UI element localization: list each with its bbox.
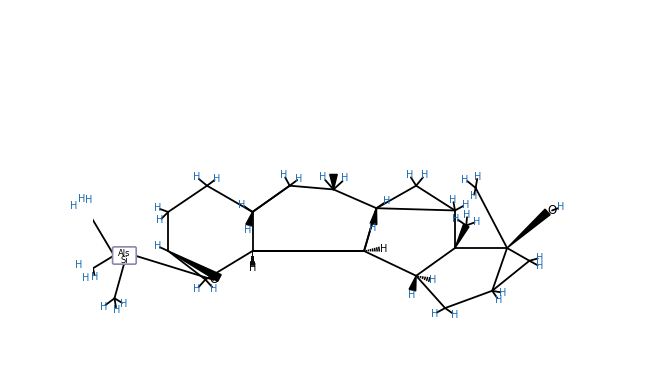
Text: H: H (462, 200, 469, 210)
Text: H: H (431, 309, 438, 319)
Text: H: H (384, 197, 391, 206)
Text: H: H (420, 170, 428, 180)
Text: H: H (536, 261, 544, 271)
Text: H: H (319, 172, 326, 183)
Polygon shape (370, 208, 377, 225)
Text: H: H (238, 200, 245, 210)
Text: H: H (474, 172, 481, 182)
Text: H: H (154, 203, 161, 213)
Text: H: H (408, 289, 415, 300)
Text: H: H (495, 295, 503, 305)
Text: H: H (449, 195, 457, 205)
Text: H: H (451, 310, 458, 320)
Text: H: H (86, 195, 93, 205)
Text: H: H (369, 223, 376, 234)
Text: O: O (209, 273, 218, 286)
Text: H: H (75, 260, 82, 270)
Text: H: H (210, 284, 217, 294)
Text: Si: Si (120, 255, 128, 264)
Text: Als: Als (118, 249, 131, 258)
Text: H: H (452, 214, 459, 224)
Text: H: H (295, 174, 303, 184)
Text: H: H (99, 301, 107, 312)
Polygon shape (246, 212, 253, 226)
Text: H: H (499, 288, 507, 298)
Text: H: H (193, 284, 201, 294)
Text: H: H (536, 253, 544, 263)
Text: H: H (557, 202, 565, 213)
Text: H: H (406, 170, 413, 180)
Text: H: H (473, 217, 480, 227)
Text: H: H (380, 244, 388, 254)
Text: H: H (341, 173, 349, 183)
Text: H: H (82, 273, 89, 283)
Text: H: H (78, 194, 86, 204)
Text: H: H (470, 191, 478, 201)
Text: H: H (249, 263, 256, 273)
Text: H: H (154, 241, 161, 252)
Text: H: H (70, 201, 78, 211)
Text: H: H (463, 210, 470, 220)
Polygon shape (330, 174, 338, 190)
Text: H: H (193, 172, 200, 183)
Text: H: H (120, 299, 128, 309)
Polygon shape (507, 209, 550, 248)
Text: H: H (213, 174, 220, 184)
Text: H: H (244, 225, 252, 235)
Polygon shape (168, 251, 221, 281)
Text: O: O (547, 204, 557, 217)
Text: H: H (91, 271, 99, 282)
Polygon shape (455, 224, 469, 248)
Text: H: H (430, 275, 437, 285)
Text: H: H (461, 175, 469, 185)
Text: H: H (280, 170, 288, 180)
Text: H: H (156, 215, 164, 225)
FancyBboxPatch shape (113, 247, 136, 264)
Text: H: H (113, 305, 120, 315)
Polygon shape (409, 276, 416, 291)
